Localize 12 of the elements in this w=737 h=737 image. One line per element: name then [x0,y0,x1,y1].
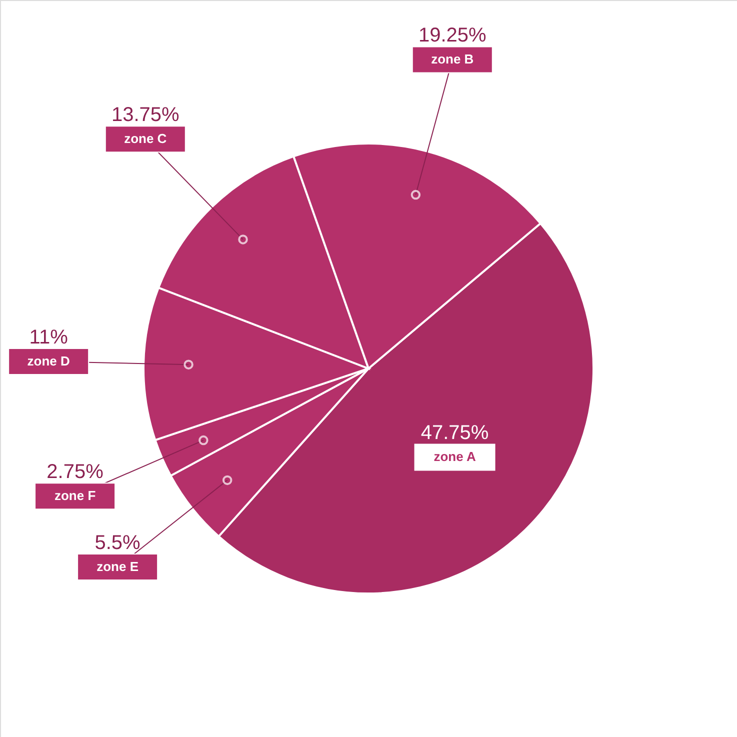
data-label: 47.75% [420,422,489,444]
slice-label: zone A [434,449,476,464]
data-label: 11% [29,326,68,349]
data-label: 19.25% [418,24,487,47]
slice-label: zone D [27,354,70,369]
slice-label: zone C [124,131,168,146]
slice-label: zone E [96,559,139,574]
slice-label: zone F [54,488,96,504]
data-label: 2.75% [46,461,104,484]
slice-label: zone B [431,52,474,67]
data-label: 13.75% [111,104,180,126]
data-label: 5.5% [94,532,141,554]
